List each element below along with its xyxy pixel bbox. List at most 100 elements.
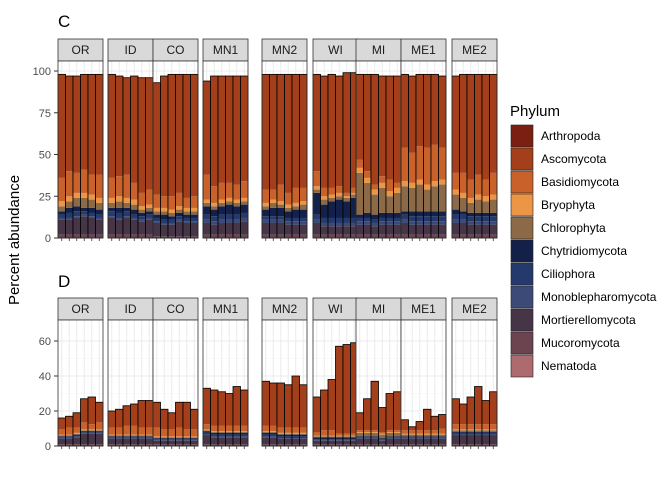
bar-segment-mortierellomycota [482,224,490,235]
bar-segment-basidiomycota [88,424,96,430]
bar-segment-chlorophyta [452,430,460,432]
bar-segment-bryophyta [262,202,270,207]
bar-segment-ascomycota [65,416,73,428]
bar-segment-mortierellomycota [123,439,131,445]
bar-segment-chytridiomycota [431,211,439,217]
bar-segment-ciliophora [168,439,176,440]
facet-border [202,319,249,447]
bar-segment-monoblepharomycota [299,221,307,225]
bar-segment-chytridiomycota [190,214,198,218]
bar-segment-chytridiomycota [210,432,218,435]
bar-segment-ciliophora [138,437,146,439]
bar-segment-chytridiomycota [168,438,176,439]
bar-segment-monoblepharomycota [123,438,131,439]
bar-segment-basidiomycota [168,429,176,437]
bar-segment-ascomycota [378,407,386,432]
bar-segment-ascomycota [233,76,241,185]
bar-segment-basidiomycota [356,430,364,432]
bar-segment-ciliophora [350,217,358,223]
bar-segment-mucoromycota [378,234,386,238]
bar-segment-ciliophora [210,434,218,437]
bar-segment-chlorophyta [262,206,270,210]
bar-segment-chytridiomycota [95,431,103,432]
bar-segment-ascomycota [467,397,475,425]
bar-segment-basidiomycota [190,429,198,437]
bar-segment-basidiomycota [58,177,66,202]
bar-segment-basidiomycota [452,172,460,190]
bar-segment-ascomycota [210,390,218,426]
bar-segment-mortierellomycota [431,439,439,445]
bar-segment-bryophyta [343,435,351,437]
bar-segment-monoblepharomycota [269,436,277,438]
facet-mi: MI [355,297,402,449]
bar-segment-chytridiomycota [431,436,439,438]
legend-label: Basidiomycota [541,175,619,189]
bar-segment-mucoromycota [218,444,226,446]
bar-segment-mortierellomycota [115,439,123,445]
bar-segment-mortierellomycota [240,221,248,235]
bar-segment-ascomycota [277,383,285,428]
bar-segment-basidiomycota [138,427,146,435]
bar-segment-mucoromycota [459,234,467,238]
bar-segment-bryophyta [138,434,146,436]
bar-segment-ciliophora [73,435,81,437]
bar-segment-basidiomycota [467,424,475,430]
bar-segment-mortierellomycota [284,439,292,445]
bar-segment-chlorophyta [378,187,386,213]
bar-segment-bryophyta [335,192,343,197]
legend-key-ciliophora [510,262,534,286]
bar-segment-mucoromycota [363,234,371,238]
bar-segment-basidiomycota [203,424,211,430]
bar-segment-mucoromycota [95,234,103,238]
bar-segment-monoblepharomycota [467,434,475,436]
bar-segment-bryophyta [123,197,131,203]
bar-segment-mortierellomycota [210,224,218,235]
bar-segment-bryophyta [423,433,431,435]
bar-segment-ciliophora [393,437,401,439]
bar-segment-chytridiomycota [292,209,300,218]
bar-segment-mucoromycota [145,234,153,238]
bar-segment-mortierellomycota [386,439,394,445]
bar-segment-chlorophyta [225,432,233,433]
bar-segment-mortierellomycota [73,437,81,445]
bar-segment-monoblepharomycota [393,438,401,439]
bar-segment-mortierellomycota [408,439,416,445]
bar-segment-mortierellomycota [393,224,401,235]
bar-segment-monoblepharomycota [175,439,183,441]
bar-segment-basidiomycota [378,176,386,183]
bar-segment-chlorophyta [431,434,439,437]
bar-segment-chlorophyta [145,207,153,212]
bar-segment-bryophyta [299,432,307,434]
bar-segment-basidiomycota [438,428,446,434]
bar-segment-basidiomycota [115,176,123,197]
facet-border [261,60,308,239]
bar-segment-chytridiomycota [203,431,211,433]
bar-segment-ciliophora [145,437,153,439]
bar-segment-ascomycota [210,76,218,187]
bar-segment-mucoromycota [233,444,241,446]
bar-segment-monoblepharomycota [474,434,482,436]
bar-segment-ciliophora [431,216,439,222]
bar-segment-basidiomycota [58,429,66,435]
bar-segment-chlorophyta [438,434,446,437]
bar-segment-mortierellomycota [168,224,176,237]
bar-segment-monoblepharomycota [423,438,431,439]
bar-segment-monoblepharomycota [73,216,81,218]
bar-segment-ciliophora [65,437,73,439]
bar-segment-mortierellomycota [299,224,307,235]
bar-segment-monoblepharomycota [58,438,66,439]
bar-segment-monoblepharomycota [452,219,460,223]
bar-segment-ciliophora [292,436,300,439]
bar-segment-mucoromycota [95,444,103,446]
bar-segment-chytridiomycota [80,207,88,212]
bar-segment-ciliophora [474,432,482,435]
bar-segment-chlorophyta [474,199,482,213]
bar-segment-chytridiomycota [467,212,475,217]
bar-segment-mortierellomycota [153,222,161,237]
bar-segment-mucoromycota [452,234,460,238]
y-tick-label: 40 [39,371,51,383]
bar-segment-chytridiomycota [474,432,482,433]
bar-segment-ciliophora [452,214,460,220]
bar-segment-ascomycota [299,74,307,188]
bar-segment-ascomycota [80,74,88,170]
